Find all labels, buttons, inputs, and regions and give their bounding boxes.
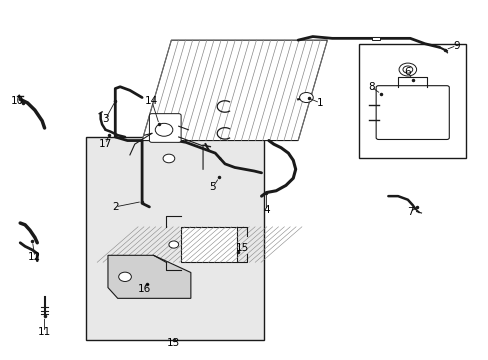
FancyBboxPatch shape	[375, 86, 448, 139]
Polygon shape	[108, 255, 190, 298]
Text: 13: 13	[167, 338, 180, 348]
Text: 6: 6	[404, 67, 410, 77]
Circle shape	[168, 241, 178, 248]
Circle shape	[402, 66, 412, 73]
Circle shape	[155, 123, 172, 136]
Polygon shape	[142, 40, 327, 140]
Text: 12: 12	[28, 252, 41, 262]
Text: 7: 7	[406, 207, 413, 217]
Text: 2: 2	[112, 202, 119, 212]
Bar	[181, 226, 237, 262]
Text: 4: 4	[263, 206, 269, 216]
Bar	[358, 44, 466, 158]
Text: 15: 15	[235, 243, 248, 253]
Circle shape	[119, 272, 131, 282]
Text: 9: 9	[452, 41, 459, 50]
Text: 10: 10	[11, 96, 24, 106]
FancyBboxPatch shape	[149, 114, 181, 142]
Text: 16: 16	[138, 284, 151, 294]
Bar	[371, 37, 379, 40]
Circle shape	[398, 63, 416, 76]
Circle shape	[163, 154, 174, 163]
Text: 14: 14	[145, 96, 158, 106]
Circle shape	[299, 93, 313, 103]
Text: 5: 5	[209, 182, 216, 192]
Text: 8: 8	[367, 82, 374, 92]
Text: 1: 1	[316, 98, 323, 108]
Bar	[86, 137, 264, 339]
Text: 11: 11	[38, 327, 51, 337]
Text: 3: 3	[102, 114, 109, 124]
Text: 17: 17	[99, 139, 112, 149]
